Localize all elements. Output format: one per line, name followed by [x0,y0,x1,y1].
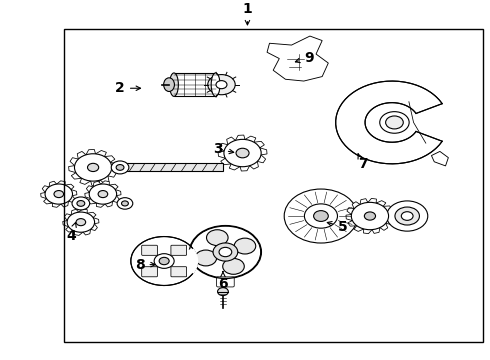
Text: 8: 8 [135,258,155,271]
Circle shape [218,288,228,296]
Polygon shape [218,135,267,171]
Circle shape [72,197,90,210]
Ellipse shape [164,78,174,91]
Polygon shape [336,81,442,164]
Text: 5: 5 [327,220,348,234]
Circle shape [380,112,409,133]
Circle shape [314,211,328,221]
Circle shape [213,243,238,261]
Circle shape [386,116,403,129]
Polygon shape [346,198,394,234]
Bar [174,73,216,96]
Circle shape [111,161,129,174]
Circle shape [195,250,217,266]
Circle shape [223,258,245,274]
Circle shape [45,184,73,204]
Circle shape [208,75,235,95]
Circle shape [216,81,227,89]
Bar [98,163,223,171]
Polygon shape [432,152,448,166]
Circle shape [351,202,389,230]
Circle shape [74,154,112,181]
FancyBboxPatch shape [142,267,157,277]
Circle shape [76,219,86,226]
Circle shape [154,254,174,268]
Circle shape [234,238,256,254]
Circle shape [206,230,228,246]
Circle shape [67,212,95,232]
Text: 6: 6 [218,272,228,291]
Circle shape [365,212,375,220]
Circle shape [122,201,128,206]
FancyBboxPatch shape [171,267,187,277]
Circle shape [98,190,108,198]
Circle shape [224,139,261,167]
Text: 2: 2 [115,81,141,95]
Circle shape [395,207,419,225]
Text: 1: 1 [243,2,252,25]
Ellipse shape [170,73,178,96]
Circle shape [159,257,169,265]
Circle shape [387,201,428,231]
Polygon shape [267,36,328,81]
Circle shape [116,165,124,170]
Circle shape [304,204,338,228]
Circle shape [77,201,85,206]
Circle shape [284,189,358,243]
Circle shape [117,198,133,209]
Circle shape [88,163,98,172]
Circle shape [89,184,117,204]
FancyBboxPatch shape [217,277,234,287]
Circle shape [131,237,197,285]
Text: 7: 7 [358,154,368,171]
Text: 9: 9 [295,51,314,65]
Circle shape [190,226,261,278]
Circle shape [236,148,249,158]
Polygon shape [85,181,121,207]
Text: 4: 4 [66,222,76,243]
Text: 3: 3 [213,143,234,157]
Polygon shape [69,149,118,185]
Bar [64,29,483,342]
FancyBboxPatch shape [171,245,187,255]
Circle shape [401,212,413,220]
Circle shape [219,247,232,257]
Wedge shape [164,249,197,273]
Polygon shape [41,181,77,207]
FancyBboxPatch shape [142,245,157,255]
Polygon shape [63,209,99,235]
Ellipse shape [211,73,220,96]
Circle shape [54,190,64,198]
